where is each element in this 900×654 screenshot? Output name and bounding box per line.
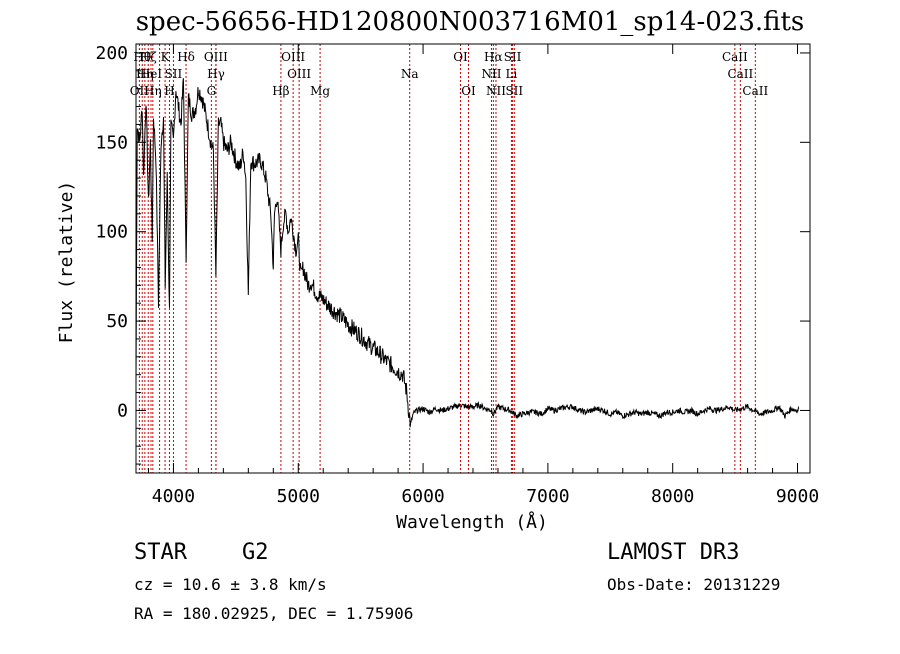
ra-dec-coordinates: RA = 180.02925, DEC = 1.75906: [134, 604, 414, 623]
x-tick-label: 6000: [401, 486, 444, 507]
x-tick-label: 7000: [526, 486, 569, 507]
line-marker-label: Hζ: [140, 50, 157, 64]
line-marker-label: NII: [481, 67, 501, 81]
line-marker-label: Hγ: [207, 67, 225, 81]
redshift-cz: cz = 10.6 ± 3.8 km/s: [134, 575, 327, 594]
object-subclass: G2: [242, 540, 269, 565]
line-marker-label: Li: [506, 67, 518, 81]
line-marker-label: Hα: [484, 50, 503, 64]
y-tick-label: 50: [106, 311, 128, 332]
spectral-line-markers: [138, 44, 756, 473]
line-marker-label: K: [161, 50, 171, 64]
line-marker-label: Hθ: [133, 50, 151, 64]
spectrum-series-line: [135, 78, 800, 428]
x-tick-label: 4000: [152, 486, 195, 507]
line-marker-label: CaII: [722, 50, 748, 64]
x-tick-label: 9000: [776, 486, 819, 507]
line-marker-label: CaII: [727, 67, 753, 81]
survey-name: LAMOST DR3: [607, 540, 740, 565]
y-tick-label: 0: [117, 400, 128, 421]
line-marker-label: OIII: [281, 50, 305, 64]
line-marker-label: Na: [401, 67, 419, 81]
observation-date: Obs-Date: 20131229: [607, 575, 781, 594]
line-marker-label: OIII: [204, 50, 228, 64]
line-marker-label: CaII: [742, 84, 768, 98]
y-axis-label: Flux (relative): [56, 181, 77, 344]
line-marker-label: G: [207, 84, 217, 98]
y-tick-label: 200: [95, 43, 128, 64]
line-marker-label: OIII: [287, 67, 311, 81]
y-tick-label: 150: [95, 132, 128, 153]
x-axis-label: Wavelength (Å): [396, 511, 548, 533]
line-marker-label: Hβ: [272, 84, 289, 98]
line-marker-label: NII: [486, 84, 506, 98]
x-tick-label: 5000: [277, 486, 320, 507]
y-axis: 0 50 100 150 200: [95, 43, 810, 465]
line-marker-label: OII: [130, 84, 150, 98]
line-marker-label: H: [164, 84, 174, 98]
x-tick-label: 8000: [651, 486, 694, 507]
line-marker-label: SII: [504, 50, 522, 64]
line-marker-label: OI: [461, 84, 476, 98]
line-marker-label: Mg: [310, 84, 330, 98]
chart-title: spec-56656-HD120800N003716M01_sp14-023.f…: [136, 7, 805, 37]
line-marker-label: HeI: [140, 67, 163, 81]
x-axis: 4000 5000 6000 7000 8000 9000: [147, 44, 819, 507]
object-class: STAR: [134, 540, 187, 565]
line-marker-label: SII: [505, 84, 523, 98]
line-marker-label: Hδ: [177, 50, 195, 64]
line-marker-label: SII: [165, 67, 183, 81]
line-marker-label: OI: [453, 50, 468, 64]
line-marker-label: Hη: [144, 84, 162, 98]
y-tick-label: 100: [95, 222, 128, 243]
